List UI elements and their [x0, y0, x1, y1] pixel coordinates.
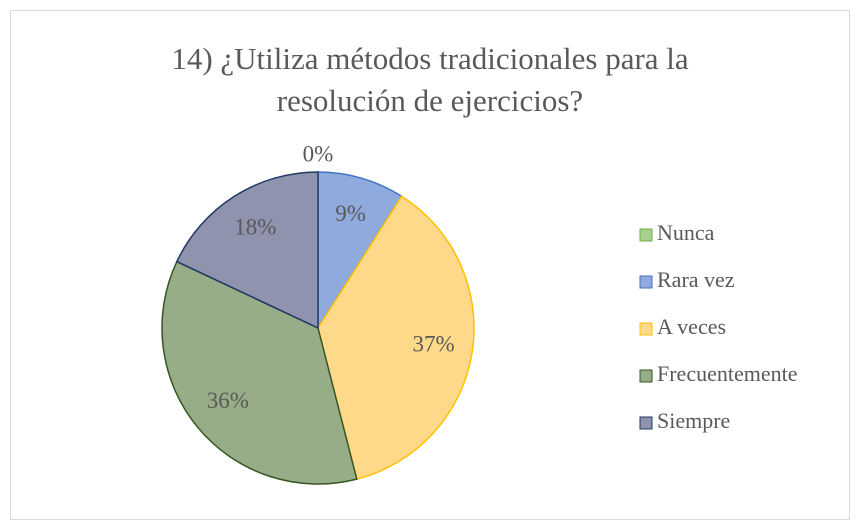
chart-title: 14) ¿Utiliza métodos tradicionales para …	[171, 41, 689, 118]
data-label: 36%	[207, 388, 249, 413]
legend-label: Siempre	[657, 408, 730, 433]
legend-swatch	[639, 228, 653, 242]
legend-label: Nunca	[657, 220, 715, 245]
pie-slice	[317, 171, 403, 331]
legend-swatch	[639, 416, 653, 430]
data-label: 0%	[303, 142, 334, 167]
pie-slice	[317, 195, 475, 481]
data-label: 9%	[335, 201, 366, 226]
legend-swatch	[639, 322, 653, 336]
pie-slice	[175, 171, 319, 330]
legend-label: Rara vez	[657, 267, 735, 292]
data-label: 18%	[234, 214, 276, 239]
legend-swatch	[639, 275, 653, 289]
legend-label: Frecuentemente	[657, 361, 798, 386]
data-label: 37%	[412, 332, 454, 357]
legend-label: A veces	[657, 314, 726, 339]
pie-slice	[161, 260, 358, 485]
legend-swatch	[639, 369, 653, 383]
